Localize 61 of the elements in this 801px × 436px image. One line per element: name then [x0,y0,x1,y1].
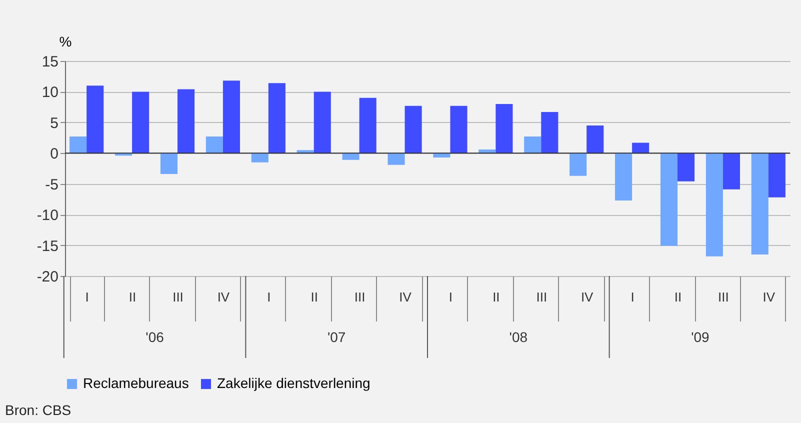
x-tick-label: IV [762,290,776,304]
bar [206,136,223,154]
x-tick-label: III [172,290,184,304]
bar [541,112,558,154]
bar [342,153,360,160]
legend-label: Reclamebureaus [83,375,189,391]
bar [388,153,405,165]
bar [132,92,150,154]
bar [86,86,104,154]
x-tick-label: II [492,290,500,304]
x-tick-label: II [128,290,136,304]
y-tick-label: -5 [45,176,58,194]
bar [615,153,632,200]
x-tick-label: III [718,290,729,304]
text: '09 [691,329,710,345]
text: Bron: CBS [5,402,72,418]
x-tick-label: II [674,290,682,304]
bar [524,136,542,154]
bar [404,106,422,154]
bar [160,153,178,174]
x-tick-label: IV [399,290,412,304]
text: '07 [327,329,346,345]
bar [678,153,695,182]
bar [268,83,286,154]
x-tick-label: II [310,290,318,304]
x-tick-label: I [85,290,89,304]
x-tick-label: I [448,290,453,304]
y-tick-label: -10 [36,207,58,224]
y-tick-label: 5 [50,114,58,132]
bar [433,153,450,158]
bar [178,89,195,154]
legend-label: Zakelijke dienstverlening [217,375,370,391]
x-tick-label: III [354,290,366,304]
bar [70,136,87,154]
y-tick-label: 15 [42,54,58,70]
x-tick-label: III [536,290,548,304]
y-tick-label: 10 [42,84,58,102]
bar [359,98,376,154]
bar [222,80,240,154]
y-tick-label: -15 [36,238,58,255]
y-tick-label: 0 [50,146,58,163]
bar [450,106,468,154]
bar [570,153,587,176]
bar [660,153,678,246]
bar [722,153,740,190]
bar [706,153,723,256]
y-tick-label: -20 [36,268,58,286]
bar [251,153,268,162]
bar [496,104,513,154]
text: '08 [509,329,528,345]
bar [314,92,331,154]
bar [751,153,768,254]
y-axis-title: % [59,34,72,50]
bar [768,153,786,198]
x-tick-label: I [630,290,634,304]
bar [586,126,604,154]
bar [632,142,650,154]
x-tick-label: IV [580,290,594,304]
x-tick-label: I [267,290,271,304]
x-tick-label: IV [217,290,230,304]
text: '06 [146,329,164,345]
